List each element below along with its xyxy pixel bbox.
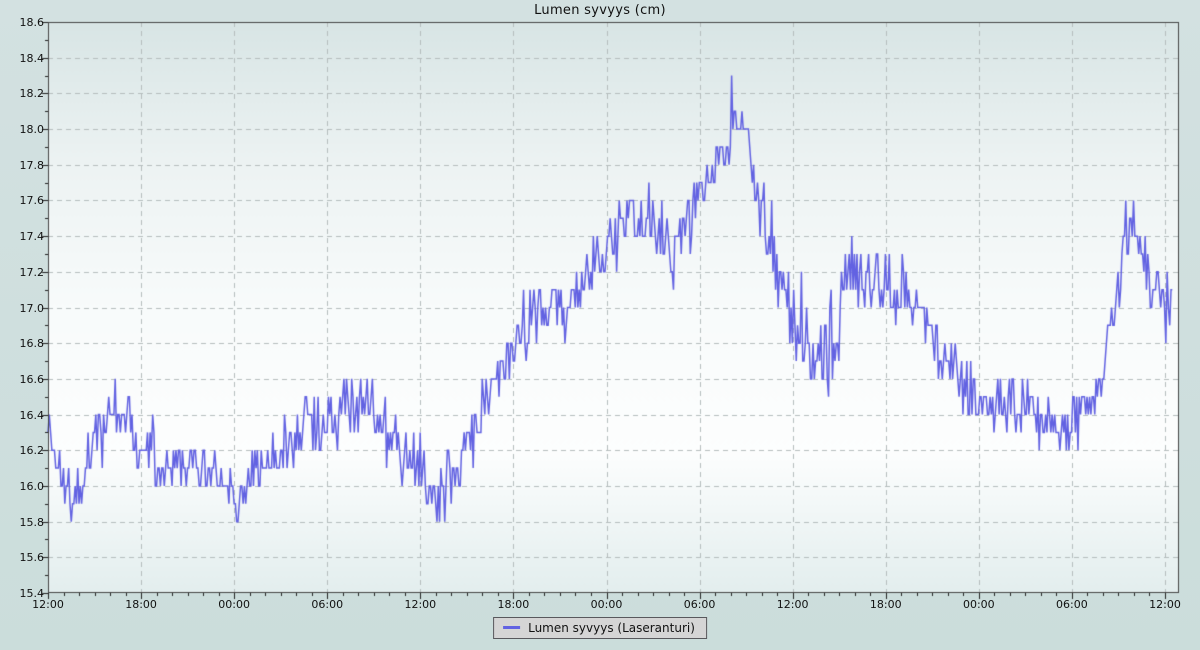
y-tick-label: 16.4 bbox=[19, 408, 45, 422]
y-tick-label: 18.6 bbox=[19, 16, 45, 29]
x-tick-label: 00:00 bbox=[590, 598, 623, 611]
y-tick-label: 17.4 bbox=[19, 230, 45, 244]
y-tick-label: 17.0 bbox=[19, 301, 45, 315]
x-tick-label: 06:00 bbox=[1056, 598, 1088, 611]
x-tick-label: 12:00 bbox=[32, 598, 64, 611]
legend-label: Lumen syvyys (Laseranturi) bbox=[528, 620, 695, 635]
y-tick-label: 17.8 bbox=[19, 158, 45, 172]
x-tick-label: 12:00 bbox=[776, 598, 809, 611]
y-tick-label: 18.0 bbox=[19, 123, 45, 137]
y-tick-label: 17.6 bbox=[19, 194, 45, 208]
legend-line-marker bbox=[503, 626, 521, 629]
y-tick-label: 17.2 bbox=[19, 265, 45, 279]
y-tick-label: 15.8 bbox=[19, 515, 45, 529]
x-tick-label: 00:00 bbox=[218, 598, 250, 611]
x-tick-label: 06:00 bbox=[311, 598, 344, 611]
y-tick-label: 16.8 bbox=[19, 337, 45, 351]
y-tick-label: 15.6 bbox=[19, 551, 45, 565]
y-tick-label: 18.2 bbox=[19, 87, 45, 101]
y-tick-label: 18.4 bbox=[19, 51, 45, 65]
x-tick-label: 00:00 bbox=[962, 598, 995, 611]
legend: Lumen syvyys (Laseranturi) bbox=[493, 617, 707, 639]
y-tick-label: 15.4 bbox=[19, 587, 45, 600]
y-tick-label: 16.6 bbox=[19, 372, 45, 386]
y-tick-label: 16.0 bbox=[19, 479, 45, 493]
x-tick-label: 12:00 bbox=[404, 598, 437, 611]
x-tick-label: 12:00 bbox=[1149, 598, 1181, 611]
x-tick-label: 06:00 bbox=[683, 598, 716, 611]
x-tick-label: 18:00 bbox=[869, 598, 902, 611]
x-tick-label: 18:00 bbox=[497, 598, 530, 611]
y-tick-label: 16.2 bbox=[19, 444, 45, 458]
x-tick-label: 18:00 bbox=[125, 598, 157, 611]
